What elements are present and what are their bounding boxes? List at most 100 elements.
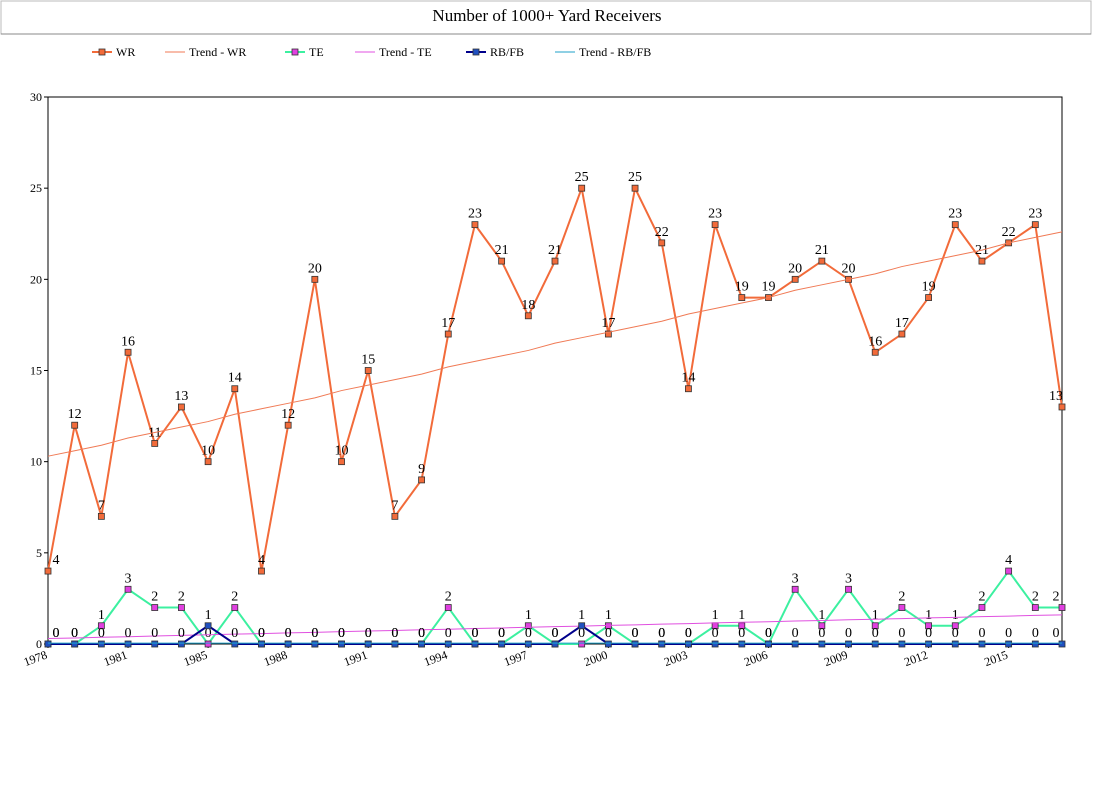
point [178, 640, 185, 648]
data-label: 0 [205, 626, 212, 641]
point [151, 604, 159, 611]
point [685, 385, 692, 393]
data-label: 0 [285, 626, 292, 641]
point [124, 640, 132, 648]
data-label: 4 [53, 553, 60, 568]
data-label: 2 [898, 590, 905, 605]
point [551, 640, 559, 648]
data-label: 20 [842, 261, 856, 276]
data-label: 0 [1053, 626, 1060, 641]
data-label: 0 [605, 626, 612, 641]
data-label: 1 [925, 608, 932, 623]
data-label: 0 [498, 626, 505, 641]
x-tick-label: 1978 [22, 648, 49, 669]
point [364, 367, 372, 374]
data-label: 1 [605, 608, 612, 623]
data-label: 16 [868, 334, 882, 349]
data-label: 0 [178, 626, 185, 641]
legend-label: WR [116, 45, 135, 59]
point [604, 330, 612, 338]
point [658, 239, 666, 247]
point [1031, 221, 1039, 229]
y-tick-label: 5 [36, 546, 42, 560]
point [658, 640, 666, 648]
data-label: 20 [308, 261, 322, 276]
plot-area [47, 96, 1063, 645]
data-label: 0 [845, 626, 852, 641]
data-label: 14 [228, 371, 242, 386]
data-label: 0 [658, 626, 665, 641]
point [124, 585, 132, 593]
data-label: 0 [525, 626, 532, 641]
data-label: 0 [632, 626, 639, 641]
point [338, 640, 345, 648]
point [391, 512, 399, 520]
y-tick-label: 0 [36, 637, 42, 651]
data-label: 0 [818, 626, 825, 641]
point [151, 640, 159, 648]
point [1005, 567, 1013, 575]
data-label: 3 [792, 571, 799, 586]
data-label: 0 [552, 626, 559, 641]
point [791, 640, 799, 648]
data-label: 2 [151, 590, 158, 605]
point [845, 585, 852, 593]
trend-line [47, 231, 1063, 457]
data-label: 16 [121, 334, 135, 349]
data-label: 0 [552, 626, 559, 641]
point [204, 458, 212, 466]
data-label: 0 [151, 626, 158, 641]
data-label: 0 [418, 626, 425, 641]
data-label: 4 [1005, 553, 1012, 568]
point [204, 640, 212, 648]
point [338, 458, 345, 466]
data-label: 0 [498, 626, 505, 641]
x-tick-label: 1991 [342, 648, 369, 669]
data-label: 0 [338, 626, 345, 641]
data-label: 7 [98, 498, 105, 513]
point [631, 640, 639, 648]
point [898, 640, 906, 648]
point [685, 640, 692, 648]
point [178, 604, 185, 611]
data-label: 17 [441, 316, 455, 331]
data-label: 13 [174, 389, 188, 404]
data-label: 21 [548, 243, 562, 258]
data-label: 13 [1049, 389, 1063, 404]
title-box [0, 0, 1092, 35]
point [604, 640, 612, 648]
data-label: 0 [925, 626, 932, 641]
point [284, 640, 292, 648]
point [551, 257, 559, 265]
point [444, 640, 452, 648]
data-label: 19 [735, 280, 749, 295]
point [1031, 604, 1039, 611]
data-label: 0 [658, 626, 665, 641]
point [791, 275, 799, 283]
data-label: 2 [1053, 590, 1060, 605]
data-label: 0 [71, 626, 78, 641]
y-tick-label: 15 [30, 364, 42, 378]
data-label: 15 [361, 353, 375, 368]
data-label: 0 [53, 626, 60, 641]
data-label: 1 [525, 608, 532, 623]
point [925, 640, 932, 648]
x-tick-label: 1988 [262, 648, 289, 669]
data-label: 0 [578, 626, 585, 641]
legend-marker [472, 48, 480, 56]
legend-label: RB/FB [490, 45, 524, 59]
data-label: 0 [765, 626, 772, 641]
point [71, 640, 79, 648]
x-tick-label: 2009 [822, 648, 849, 669]
data-label: 0 [978, 626, 985, 641]
data-label: 0 [952, 626, 959, 641]
data-label: 1 [578, 608, 585, 623]
point [444, 604, 452, 611]
data-label: 0 [471, 626, 478, 641]
point [311, 640, 319, 648]
y-tick-label: 25 [30, 181, 42, 195]
data-label: 10 [201, 444, 215, 459]
point [578, 184, 586, 192]
data-label: 0 [712, 626, 719, 641]
